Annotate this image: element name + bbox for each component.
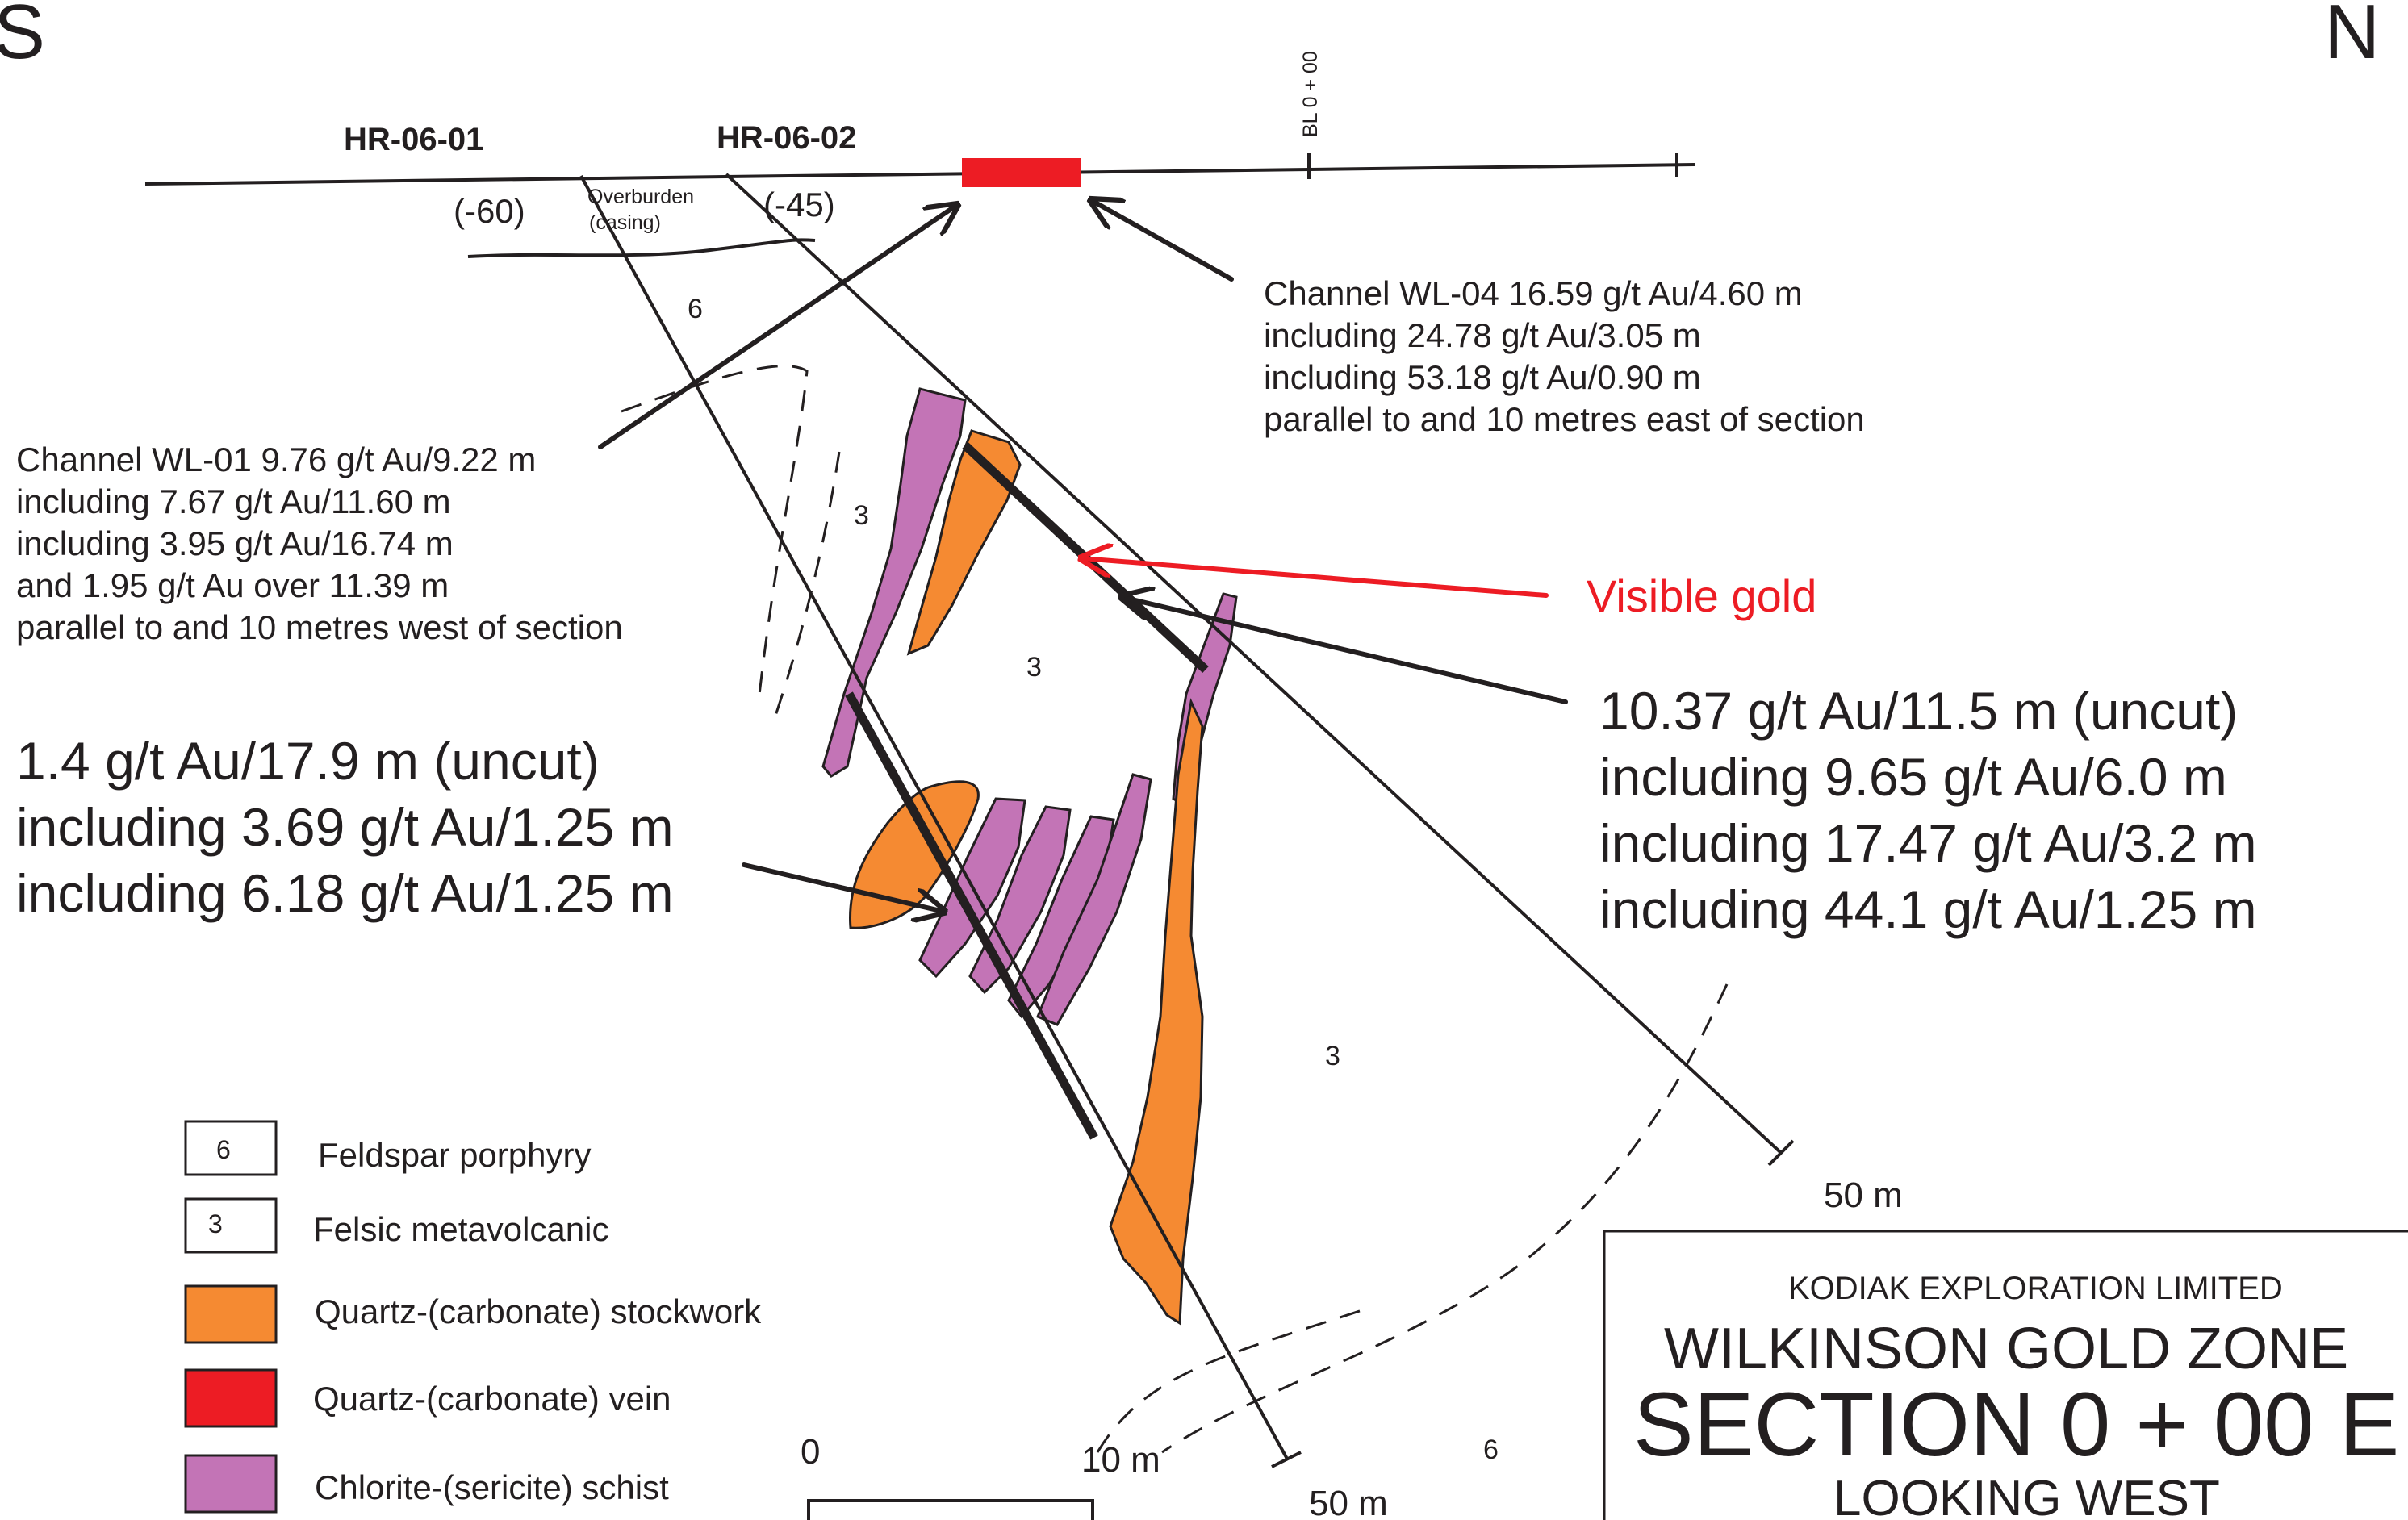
stockwork-body-upper bbox=[906, 429, 1022, 656]
unit-label-3-east: 3 bbox=[1325, 1041, 1340, 1071]
title-view: LOOKING WEST bbox=[1833, 1471, 2220, 1520]
wl04-line-2: including 24.78 g/t Au/3.05 m bbox=[1264, 316, 1701, 354]
wl01-line-3: including 3.95 g/t Au/16.74 m bbox=[16, 524, 454, 562]
title-block: KODIAK EXPLORATION LIMITED WILKINSON GOL… bbox=[1603, 1230, 2408, 1520]
schist-lens-4 bbox=[1036, 773, 1152, 1026]
title-zone: WILKINSON GOLD ZONE bbox=[1664, 1317, 2348, 1381]
surface-line bbox=[144, 163, 1695, 186]
title-section: SECTION 0 + 00 E bbox=[1633, 1374, 2399, 1475]
hole-hr-06-02-dip: (-45) bbox=[763, 186, 835, 223]
drillhole-hr-06-01-trace bbox=[579, 175, 1290, 1461]
arrow-wl01 bbox=[598, 205, 957, 449]
hr0602-line-1: 10.37 g/t Au/11.5 m (uncut) bbox=[1599, 681, 2238, 741]
channel-wl04-vein bbox=[962, 158, 1081, 187]
stockwork-body-east bbox=[1109, 698, 1204, 1326]
legend-swatch-feldspar-porphyry bbox=[184, 1120, 278, 1176]
compass-south-label: S bbox=[0, 0, 45, 75]
arrow-wl04 bbox=[1091, 200, 1234, 282]
hole-hr-06-02-label: HR-06-02 bbox=[717, 120, 856, 156]
hole-hr-06-02-end-label: 50 m bbox=[1824, 1175, 1903, 1215]
arrow-hr-06-01 bbox=[742, 862, 944, 912]
unit-label-3-west: 3 bbox=[854, 500, 869, 531]
legend-code-3: 3 bbox=[208, 1209, 223, 1238]
hr0602-line-2: including 9.65 g/t Au/6.0 m bbox=[1599, 747, 2227, 807]
scale-bar-zero-label: 0 bbox=[801, 1432, 820, 1472]
stockwork-lens-west bbox=[848, 780, 980, 929]
baseline-label: BL 0 + 00 bbox=[1299, 51, 1322, 137]
legend-swatch-schist bbox=[184, 1454, 278, 1514]
drillhole-hr-06-02-end-tick bbox=[1767, 1139, 1795, 1167]
compass-north-label: N bbox=[2324, 0, 2380, 75]
legend-label-stockwork: Quartz-(carbonate) stockwork bbox=[315, 1292, 762, 1330]
legend-label-vein: Quartz-(carbonate) vein bbox=[313, 1380, 671, 1418]
contact-dashed-line-east bbox=[1161, 983, 1729, 1454]
hr0602-line-3: including 17.47 g/t Au/3.2 m bbox=[1599, 813, 2257, 873]
arrow-visible-gold bbox=[1081, 558, 1549, 598]
legend-label-feldspar-porphyry: Feldspar porphyry bbox=[318, 1136, 591, 1174]
drillhole-hr-06-02-trace bbox=[725, 173, 1782, 1154]
schist-lens-2 bbox=[968, 805, 1072, 995]
hole-hr-06-01-end-label: 50 m bbox=[1309, 1484, 1388, 1520]
hr0601-line-3: including 6.18 g/t Au/1.25 m bbox=[16, 863, 674, 923]
title-block-frame bbox=[1603, 1230, 2408, 1520]
wl01-line-4: and 1.95 g/t Au over 11.39 m bbox=[16, 566, 449, 604]
legend-swatch-felsic-metavolcanic bbox=[184, 1197, 278, 1254]
wl01-line-5: parallel to and 10 metres west of sectio… bbox=[16, 608, 623, 646]
wl04-line-3: including 53.18 g/t Au/0.90 m bbox=[1264, 358, 1701, 396]
hole-hr-06-01-dip: (-60) bbox=[454, 192, 525, 230]
scale-bar: 0 10 m bbox=[801, 1432, 1160, 1520]
legend-label-felsic-metavolcanic: Felsic metavolcanic bbox=[313, 1210, 608, 1248]
legend-swatch-vein bbox=[184, 1368, 278, 1428]
wl01-line-1: Channel WL-01 9.76 g/t Au/9.22 m bbox=[16, 441, 536, 478]
visible-gold-label: Visible gold bbox=[1587, 570, 1816, 621]
unit-label-3-centre: 3 bbox=[1026, 652, 1042, 683]
unit-label-6-lower: 6 bbox=[1483, 1434, 1499, 1465]
hr0602-line-4: including 44.1 g/t Au/1.25 m bbox=[1599, 879, 2257, 939]
contact-dashed-line-west-2 bbox=[773, 451, 841, 719]
legend-label-schist: Chlorite-(sericite) schist bbox=[315, 1468, 669, 1506]
wl01-line-2: including 7.67 g/t Au/11.60 m bbox=[16, 482, 451, 520]
wl04-line-1: Channel WL-04 16.59 g/t Au/4.60 m bbox=[1264, 274, 1803, 312]
hr0601-line-1: 1.4 g/t Au/17.9 m (uncut) bbox=[16, 731, 600, 791]
overburden-casing-label: (casing) bbox=[589, 211, 661, 234]
overburden-base-line bbox=[467, 238, 816, 258]
contact-dashed-line-south bbox=[1096, 1305, 1373, 1453]
scale-bar-ten-label: 10 m bbox=[1081, 1440, 1160, 1480]
legend: 6 Feldspar porphyry 3 Felsic metavolcani… bbox=[184, 1120, 762, 1514]
drillhole-hr-06-01-intercept bbox=[845, 691, 1098, 1140]
wl04-line-4: parallel to and 10 metres east of sectio… bbox=[1264, 400, 1865, 438]
drillhole-hr-06-01-end-tick bbox=[1271, 1451, 1302, 1468]
hole-hr-06-01-label: HR-06-01 bbox=[344, 122, 483, 157]
unit-label-6-upper: 6 bbox=[688, 294, 703, 324]
hr0601-line-2: including 3.69 g/t Au/1.25 m bbox=[16, 797, 674, 857]
legend-code-6: 6 bbox=[216, 1135, 231, 1164]
arrow-hr-06-02 bbox=[1122, 597, 1568, 704]
scale-bar-frame bbox=[807, 1499, 1094, 1520]
overburden-label: Overburden bbox=[587, 186, 694, 208]
legend-swatch-stockwork bbox=[184, 1284, 278, 1344]
title-company: KODIAK EXPLORATION LIMITED bbox=[1788, 1271, 2283, 1306]
